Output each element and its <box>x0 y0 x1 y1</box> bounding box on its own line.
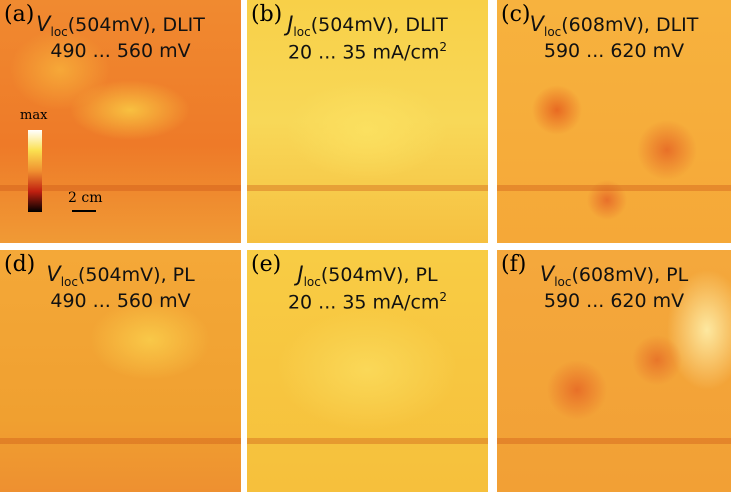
busbar <box>0 438 241 444</box>
subscript: loc <box>303 274 321 289</box>
panel-title: Vloc(608mV), DLIT <box>497 12 731 39</box>
subscript: loc <box>293 24 311 39</box>
busbar <box>0 185 241 191</box>
superscript: 2 <box>439 290 448 304</box>
range: 20 ... 35 mA/cm <box>287 41 440 64</box>
panel-range: 20 ... 35 mA/cm2 <box>247 40 488 63</box>
quantity: J <box>287 12 294 36</box>
condition: (504mV), DLIT <box>67 14 205 36</box>
panel-title: Jloc(504mV), DLIT <box>247 12 488 39</box>
image-panel: (e) Jloc(504mV), PL 20 ... 35 mA/cm2 <box>247 250 488 492</box>
image-panel: (f) Vloc(608mV), PL 590 ... 620 mV <box>497 250 731 492</box>
panel-title: Jloc(504mV), PL <box>247 262 488 289</box>
panel-label: (d) <box>4 252 36 277</box>
panel-range: 490 ... 560 mV <box>0 40 241 62</box>
quantity: V <box>539 262 555 286</box>
condition: (504mV), DLIT <box>310 14 448 36</box>
panel-label: (e) <box>251 252 282 277</box>
quantity: J <box>297 262 304 286</box>
condition: (504mV), PL <box>77 264 195 286</box>
subscript: loc <box>554 274 572 289</box>
panel-label: (a) <box>4 2 35 27</box>
image-panel: (d) Vloc(504mV), PL 490 ... 560 mV <box>0 250 241 492</box>
panel-title: Vloc(504mV), PL <box>0 262 241 289</box>
busbar <box>247 438 488 444</box>
panel-title: Vloc(608mV), PL <box>497 262 731 289</box>
quantity: V <box>529 12 544 36</box>
condition: (504mV), PL <box>320 264 438 286</box>
busbar <box>497 185 731 191</box>
range: 490 ... 560 mV <box>50 290 191 312</box>
panel-range: 590 ... 620 mV <box>497 290 731 312</box>
range: 20 ... 35 mA/cm <box>287 291 440 314</box>
subscript: loc <box>543 24 562 39</box>
quantity: V <box>36 12 51 36</box>
colorbar-label: max <box>20 108 48 123</box>
condition: (608mV), PL <box>571 264 689 286</box>
panel-range: 590 ... 620 mV <box>497 40 731 62</box>
panel-title: Vloc(504mV), DLIT <box>0 12 241 39</box>
panel-label: (b) <box>251 2 283 27</box>
image-panel: (a) Vloc(504mV), DLIT 490 ... 560 mV max 2 c… <box>0 0 241 243</box>
panel-range: 490 ... 560 mV <box>0 290 241 312</box>
range: 490 ... 560 mV <box>50 40 191 62</box>
panel-range: 20 ... 35 mA/cm2 <box>247 290 488 313</box>
range: 590 ... 620 mV <box>543 290 685 312</box>
panel-label: (c) <box>501 2 531 27</box>
quantity: V <box>46 262 61 286</box>
image-panel: (b) Jloc(504mV), DLIT 20 ... 35 mA/cm2 <box>247 0 488 243</box>
scale-bar-label: 2 cm <box>68 190 103 206</box>
superscript: 2 <box>439 40 448 54</box>
condition: (608mV), DLIT <box>561 14 699 36</box>
panel-label: (f) <box>501 252 527 277</box>
subscript: loc <box>50 24 68 39</box>
scale-bar <box>72 210 96 212</box>
image-panel: (c) Vloc(608mV), DLIT 590 ... 620 mV <box>497 0 731 243</box>
busbar <box>497 438 731 444</box>
colorbar <box>28 130 42 212</box>
range: 590 ... 620 mV <box>543 40 685 62</box>
busbar <box>247 185 488 191</box>
subscript: loc <box>60 274 78 289</box>
